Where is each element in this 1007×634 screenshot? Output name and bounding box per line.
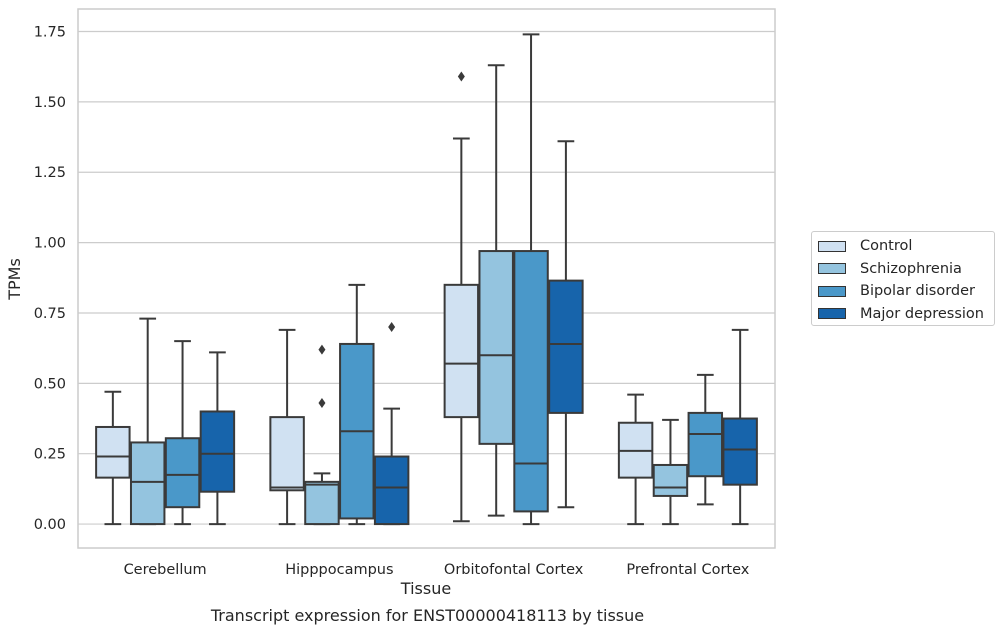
- box-control: [269, 328, 305, 526]
- box-bipolar-disorder: [687, 373, 724, 506]
- outlier-point: [457, 71, 465, 82]
- iqr-box: [652, 463, 689, 497]
- iqr-box: [164, 437, 201, 509]
- legend-item: Bipolar disorder: [818, 280, 994, 303]
- y-axis-label: TPMs: [5, 258, 24, 301]
- outlier-point: [318, 398, 326, 409]
- legend: Control Schizophrenia Bipolar disorder Majo…: [811, 231, 995, 326]
- legend-item: Control: [818, 235, 994, 258]
- box-schizophrenia: [478, 64, 514, 517]
- box-bipolar-disorder: [164, 340, 201, 526]
- iqr-box: [687, 411, 724, 478]
- legend-label: Control: [860, 238, 913, 255]
- iqr-box: [304, 480, 340, 526]
- box-major-depression: [548, 140, 584, 509]
- box-schizophrenia: [129, 317, 166, 526]
- iqr-box: [95, 425, 131, 479]
- legend-swatch: [818, 308, 846, 320]
- legend-item: Major depression: [818, 303, 994, 326]
- x-tick-label: Prefrontal Cortex: [626, 562, 749, 578]
- box-bipolar-disorder: [513, 33, 549, 526]
- box-major-depression: [373, 322, 410, 526]
- box-schizophrenia: [652, 418, 689, 526]
- box-major-depression: [722, 328, 758, 526]
- legend-item: Schizophrenia: [818, 258, 994, 281]
- legend-swatch: [818, 263, 846, 275]
- x-tick-label: Orbitofontal Cortex: [444, 562, 584, 578]
- legend-label: Bipolar disorder: [860, 283, 975, 300]
- iqr-box: [199, 410, 236, 493]
- chart-caption: Transcript expression for ENST0000041811…: [210, 606, 645, 625]
- iqr-box: [373, 455, 410, 526]
- legend-label: Schizophrenia: [860, 260, 962, 277]
- iqr-box: [478, 250, 514, 445]
- y-tick-label: 1.00: [34, 236, 66, 252]
- y-tick-label: 1.50: [34, 95, 66, 111]
- iqr-box: [269, 416, 305, 492]
- x-axis-label: Tissue: [400, 579, 451, 598]
- legend-swatch: [818, 285, 846, 297]
- y-axis-ticks: 0.00 0.25 0.50 0.75 1.00 1.25 1.50 1.75: [34, 25, 66, 534]
- x-tick-label: Cerebellum: [124, 562, 207, 578]
- outlier-point: [388, 322, 396, 333]
- y-tick-label: 0.75: [34, 306, 66, 322]
- y-tick-label: 1.25: [34, 165, 66, 181]
- box-control: [443, 71, 480, 523]
- box-bipolar-disorder: [339, 283, 375, 526]
- iqr-box: [129, 441, 166, 526]
- iqr-box: [548, 279, 584, 414]
- y-tick-label: 0.50: [34, 376, 66, 392]
- y-tick-label: 0.00: [34, 517, 66, 533]
- outlier-point: [318, 344, 326, 355]
- box-control: [617, 393, 654, 526]
- iqr-box: [513, 250, 549, 513]
- x-axis-ticks: Cerebellum Hipppocampus Orbitofontal Corte…: [124, 562, 750, 578]
- box-schizophrenia: [304, 344, 340, 526]
- y-tick-label: 0.25: [34, 447, 66, 463]
- iqr-box: [443, 283, 480, 419]
- legend-swatch: [818, 240, 846, 252]
- iqr-box: [722, 417, 758, 486]
- box-major-depression: [199, 351, 236, 526]
- legend-label: Major depression: [860, 305, 984, 322]
- x-tick-label: Hipppocampus: [285, 562, 393, 578]
- y-tick-label: 1.75: [34, 25, 66, 41]
- box-control: [95, 390, 131, 526]
- boxes: [95, 33, 758, 526]
